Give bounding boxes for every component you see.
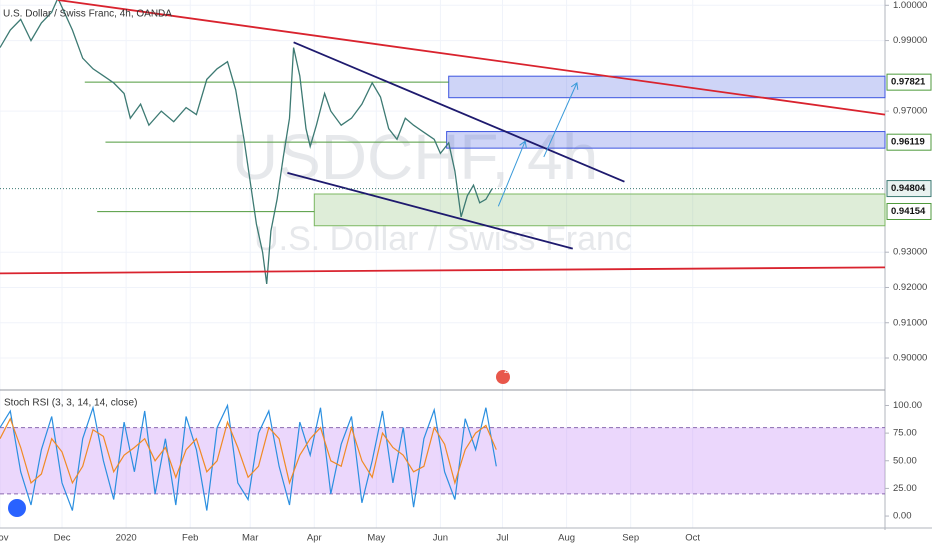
price-label-box (886, 73, 932, 91)
zone (448, 75, 886, 99)
y-tick-label: 0.99000 (893, 35, 927, 46)
y-tick-label: 25.00 (893, 483, 917, 494)
y-tick-label: 0.00 (893, 511, 912, 522)
panes (0, 0, 885, 528)
y-tick-label: 0.97000 (893, 106, 927, 117)
price-label: 0.96119 (891, 137, 925, 148)
price-line (0, 0, 493, 284)
x-tick-label: Feb (182, 533, 198, 544)
badge: 2 (504, 366, 509, 375)
price-label-box (886, 133, 932, 151)
x-tick-label: Jun (433, 533, 448, 544)
price-label: 0.97821 (891, 77, 926, 88)
x-tick-label: May (367, 533, 385, 544)
y-tick-label: 50.00 (893, 455, 917, 466)
x-tick-label: 2020 (116, 533, 137, 544)
x-tick-label: Oct (685, 533, 700, 544)
arrow (543, 82, 579, 158)
y-tick-label: 1.00000 (893, 0, 927, 11)
x-tick-label: Nov (0, 533, 9, 544)
y-tick-label: 0.91000 (893, 317, 927, 328)
arrow (497, 140, 527, 207)
y-tick-label: 0.93000 (893, 247, 927, 258)
y-tick-label: 0.90000 (893, 353, 927, 364)
price-label: 0.94804 (891, 183, 926, 194)
zone (313, 193, 886, 227)
pane-title: Stoch RSI (3, 3, 14, 14, close) (4, 398, 137, 409)
x-tick-label: Apr (307, 533, 322, 544)
badge-icon (496, 370, 510, 384)
x-tick-label: Mar (242, 533, 258, 544)
price-label: 0.94154 (891, 206, 926, 217)
x-tick-label: Jul (496, 533, 508, 544)
logo (8, 499, 26, 517)
watermark-subtitle: U.S. Dollar / Swiss Franc (254, 220, 632, 258)
x-tick-label: Dec (54, 533, 71, 544)
stoch-line (0, 403, 497, 511)
zone (446, 131, 886, 149)
price-label-box (886, 202, 932, 220)
trendline (57, 0, 886, 116)
trendline (0, 266, 886, 275)
stoch-line (0, 417, 497, 486)
y-tick-label: 75.00 (893, 428, 917, 439)
x-tick-label: Sep (622, 533, 639, 544)
y-tick-label: 100.00 (893, 400, 922, 411)
x-tick-label: Aug (558, 533, 575, 544)
watermark: USDCHF, 4h (232, 121, 598, 193)
trendline (293, 41, 625, 183)
y-tick-label: 0.92000 (893, 282, 927, 293)
trendline (287, 171, 573, 250)
chart-title: U.S. Dollar / Swiss Franc, 4h, OANDA (3, 9, 172, 20)
price-label-box (886, 180, 932, 198)
